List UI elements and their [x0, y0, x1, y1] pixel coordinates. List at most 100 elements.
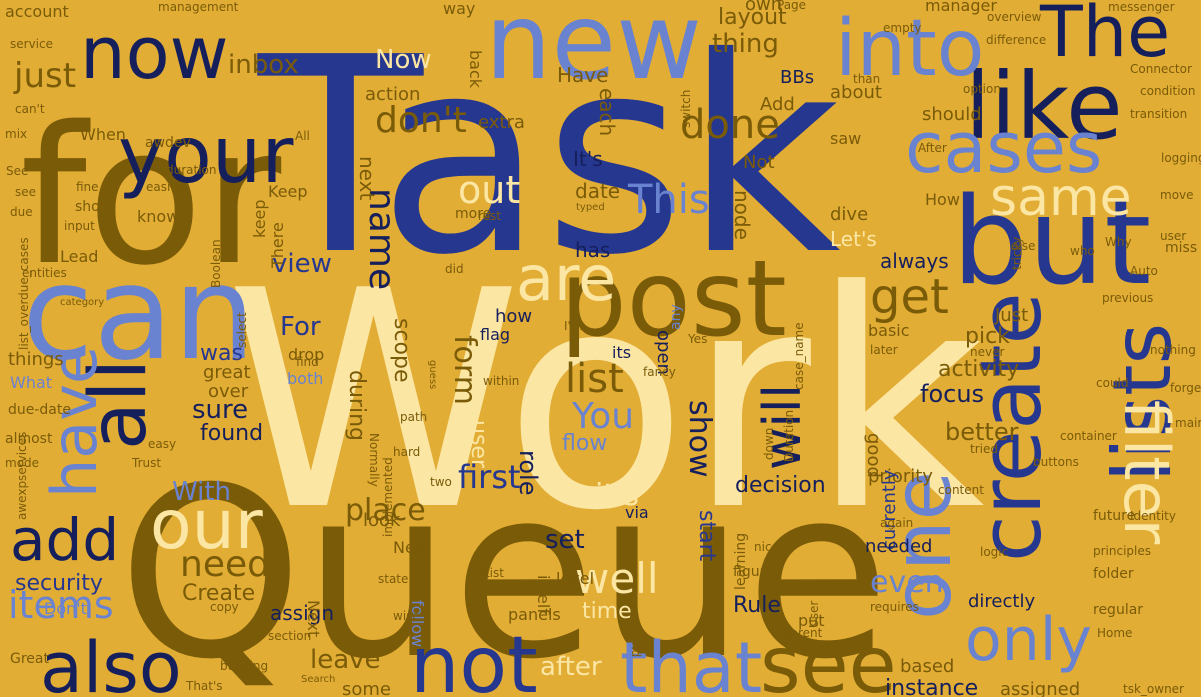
word-implemented: implemented [381, 457, 395, 537]
word-regular: regular [1093, 602, 1143, 618]
word-two: two [430, 475, 452, 489]
word-more: more [455, 206, 491, 222]
word-name: name [361, 188, 402, 290]
word-account: account [5, 2, 69, 21]
word-why: Why [1105, 235, 1132, 249]
word-future: future [1093, 508, 1135, 524]
word-new: new [485, 0, 702, 103]
word-sure: sure [192, 395, 248, 425]
word-filter: filter [1110, 400, 1183, 545]
word-after: after [540, 652, 602, 682]
word-list-overdue-cases: list_overdue_cases [17, 237, 31, 350]
word-via: via [625, 503, 649, 522]
word-thing: thing [712, 29, 779, 59]
word-can: can [22, 237, 256, 389]
word-awexpservices: awexpservices [15, 432, 29, 520]
word-don-t: Don't [44, 599, 87, 618]
word-assign: assign [270, 601, 334, 625]
word-typed: typed [576, 202, 605, 213]
word-mix: mix [5, 127, 27, 141]
word-again: again [880, 516, 913, 530]
word-even: even [870, 565, 944, 600]
word-move: move [1160, 188, 1194, 202]
word-who: who [1070, 244, 1095, 258]
word-currently: currently [879, 469, 900, 550]
word-else: else [1011, 239, 1035, 253]
word-done: done [680, 102, 780, 148]
word-management: management [158, 0, 239, 14]
word-each: each [595, 88, 619, 136]
word-identity: Identity [1130, 509, 1176, 523]
word-form: form [447, 335, 482, 405]
word-shoot: shoot [75, 199, 114, 215]
word-container: container [1060, 429, 1117, 443]
word-mind: mind [629, 627, 643, 657]
word-create: Create [182, 581, 255, 606]
word-leave: leave [310, 645, 381, 675]
word-better: better [945, 418, 1019, 446]
word-section: section [268, 629, 311, 643]
word-trust: Trust [131, 456, 161, 470]
word-flow: flow [562, 431, 607, 456]
word-queue: Queue [118, 438, 890, 697]
word-some: some [342, 679, 391, 697]
word-was: was [200, 341, 243, 366]
word-folder: folder [1093, 566, 1134, 582]
word-level: level [556, 569, 594, 588]
word-option: option [963, 82, 1001, 96]
word-during: during [344, 370, 369, 441]
word-search: Search [301, 674, 335, 685]
word-nothing: nothing [1150, 343, 1196, 357]
word-list: list [565, 356, 624, 402]
word-bbs: BBs [780, 67, 814, 88]
word-itself: itself [534, 575, 553, 614]
word-good: good [863, 433, 884, 478]
word-list: List [483, 566, 504, 580]
word-duration: duration [166, 163, 217, 177]
word-about: about [830, 82, 882, 103]
word-within: within [483, 374, 519, 388]
word-overview: overview [987, 10, 1042, 24]
word-know: know [137, 207, 179, 226]
word-flag: flag [480, 325, 510, 344]
word-inbox: inbox [228, 50, 299, 80]
word-forget: forget [1170, 381, 1201, 395]
word-tried: tried [970, 442, 998, 456]
word-later: later [870, 343, 898, 357]
word-role: role [514, 450, 542, 495]
word-all: all [74, 359, 164, 450]
word-based: based [900, 656, 954, 677]
word-your: your [118, 111, 294, 201]
word-almost: almost [5, 431, 53, 447]
word-after: After [918, 141, 947, 155]
word-extra: extra [478, 112, 525, 133]
word-that-s: That's [185, 679, 223, 693]
word-never: never [970, 345, 1004, 359]
word-due: due [10, 205, 33, 219]
word-keep: keep [250, 199, 269, 238]
word-lists: lists [1096, 323, 1189, 482]
word-duration: Duration [782, 410, 796, 462]
word-same: same [990, 168, 1132, 228]
word-has: has [575, 238, 610, 262]
word-how: how [495, 306, 532, 327]
word-user: User [807, 601, 821, 628]
word-let-s: Let's [830, 227, 877, 251]
word-fine: fine [76, 180, 99, 194]
word-messenger: messenger [1108, 0, 1175, 14]
word-only: only [965, 605, 1092, 675]
word-new: New [393, 538, 428, 557]
word-time: time [582, 599, 632, 624]
word-also: also [40, 627, 182, 697]
word-have: have [38, 346, 111, 498]
word-now: Now [375, 45, 432, 75]
word-learning: learning [733, 533, 749, 590]
word-next: next [355, 156, 379, 200]
word-rule: Rule [733, 593, 781, 618]
word-hard: hard [393, 445, 420, 459]
word-just: Just [994, 305, 1028, 326]
word-keep: Keep [268, 182, 308, 201]
word-layout: layout [718, 5, 787, 30]
word-user: user [1160, 229, 1186, 243]
